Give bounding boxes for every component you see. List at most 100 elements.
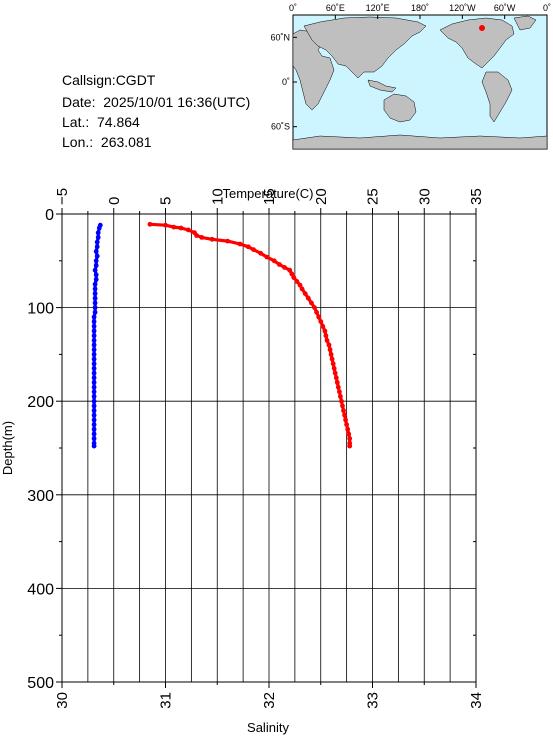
salinity-data-point: [251, 247, 256, 253]
salinity-data-point: [312, 305, 317, 310]
salinity-tick-label: 34: [468, 692, 485, 709]
salinity-data-point: [322, 328, 328, 334]
salinity-data-point: [318, 319, 324, 324]
salinity-tick-label: 32: [261, 692, 278, 709]
temperature-data-point: [91, 436, 97, 441]
temperature-data-point: [91, 403, 97, 409]
temperature-data-point: [93, 263, 99, 268]
temperature-tick-label: 15: [261, 188, 278, 205]
salinity-data-point: [299, 286, 305, 292]
salinity-data-point: [345, 426, 351, 432]
depth-axis-label: Depth(m): [0, 421, 15, 475]
salinity-data-point: [294, 279, 300, 284]
temperature-data-point: [92, 291, 98, 296]
temperature-data-point: [91, 375, 97, 381]
series-1-salinity: [147, 221, 353, 449]
temperature-data-point: [92, 305, 98, 310]
temperature-data-point: [91, 398, 97, 404]
salinity-data-point: [334, 380, 340, 385]
temperature-tick-label: 10: [209, 188, 226, 205]
temperature-tick-label: 20: [313, 188, 330, 205]
depth-tick-label: 100: [27, 301, 54, 318]
land-eurasia: [303, 16, 427, 79]
callsign-text: Callsign:CGDT: [62, 72, 156, 88]
temperature-data-point: [93, 277, 99, 282]
map-longitude-label: 0˚: [543, 3, 551, 13]
salinity-data-point: [347, 436, 353, 441]
salinity-data-point: [178, 225, 184, 231]
salinity-data-point: [340, 403, 345, 409]
salinity-data-point: [347, 443, 353, 449]
temperature-data-point: [91, 380, 97, 385]
map-longitude-label: 60˚W: [494, 3, 516, 13]
salinity-data-point: [328, 352, 334, 357]
salinity-data-point: [326, 342, 332, 348]
temperature-data-point: [91, 356, 97, 362]
temperature-data-point: [95, 235, 101, 240]
temperature-data-point: [92, 286, 98, 292]
temperature-data-point: [94, 253, 100, 259]
temperature-data-point: [92, 300, 98, 306]
map-longitude-label: 180˚: [411, 3, 429, 13]
salinity-data-point: [302, 291, 308, 296]
temperature-data-point: [91, 370, 97, 376]
land-south-america: [481, 71, 513, 123]
salinity-data-point: [287, 267, 293, 273]
temperature-data-point: [92, 309, 98, 315]
salinity-data-point: [331, 366, 337, 371]
map-latitude-label: 60˚N: [270, 32, 290, 42]
salinity-data-point: [305, 295, 311, 301]
temperature-data-point: [91, 366, 97, 371]
salinity-data-point: [163, 222, 168, 228]
depth-tick-label: 400: [27, 581, 54, 598]
temperature-tick-label: 0: [106, 197, 123, 205]
salinity-data-point: [245, 244, 251, 250]
salinity-data-point: [264, 254, 270, 260]
salinity-data-point: [335, 384, 341, 390]
salinity-data-point: [316, 314, 322, 320]
salinity-data-point: [314, 309, 319, 315]
salinity-data-point: [320, 323, 326, 329]
temperature-data-point: [91, 412, 97, 418]
temperature-axis-label: Temperature(C): [222, 186, 313, 201]
salinity-data-point: [291, 275, 297, 280]
salinity-data-point: [339, 398, 344, 404]
salinity-data-point: [194, 233, 200, 238]
longitude-text: Lon.: 263.081: [62, 134, 152, 150]
temperature-tick-label: 30: [416, 188, 433, 205]
temperature-tick-label: −5: [54, 188, 71, 205]
salinity-data-point: [323, 333, 329, 339]
map-longitude-label: 120˚W: [449, 3, 476, 13]
date-text: Date: 2025/10/01 16:36(UTC): [62, 94, 251, 110]
temperature-data-point: [91, 443, 97, 449]
salinity-profile-line: [148, 222, 352, 448]
salinity-data-point: [346, 431, 352, 437]
temperature-tick-label: 25: [365, 188, 382, 205]
temperature-data-point: [93, 258, 99, 264]
map-longitude-label: 120˚E: [366, 3, 390, 13]
temperature-data-point: [92, 295, 98, 301]
temperature-data-point: [91, 333, 97, 339]
latitude-text: Lat.: 74.864: [62, 114, 140, 130]
salinity-data-point: [277, 262, 282, 267]
salinity-data-point: [330, 361, 336, 367]
salinity-data-point: [209, 236, 215, 242]
salinity-data-point: [258, 250, 264, 256]
temperature-tick-label: 5: [158, 197, 175, 205]
temperature-data-point: [91, 394, 97, 399]
temperature-data-point: [93, 249, 99, 254]
temperature-data-point: [94, 239, 100, 245]
temperature-data-point: [91, 422, 97, 427]
salinity-data-point: [332, 370, 338, 376]
salinity-data-point: [342, 412, 347, 418]
land-north-america: [439, 17, 515, 69]
depth-tick-label: 300: [27, 488, 54, 505]
temperature-data-point: [91, 389, 97, 395]
salinity-data-point: [147, 221, 153, 227]
world-map: 0˚ 60˚E 120˚E 180˚ 120˚W 60˚W 0˚ 60˚N 0˚ 60˚S: [270, 3, 551, 150]
map-longitude-label: 0˚: [289, 3, 297, 13]
salinity-data-point: [185, 227, 191, 233]
salinity-data-point: [171, 224, 177, 230]
temperature-data-point: [95, 230, 101, 236]
